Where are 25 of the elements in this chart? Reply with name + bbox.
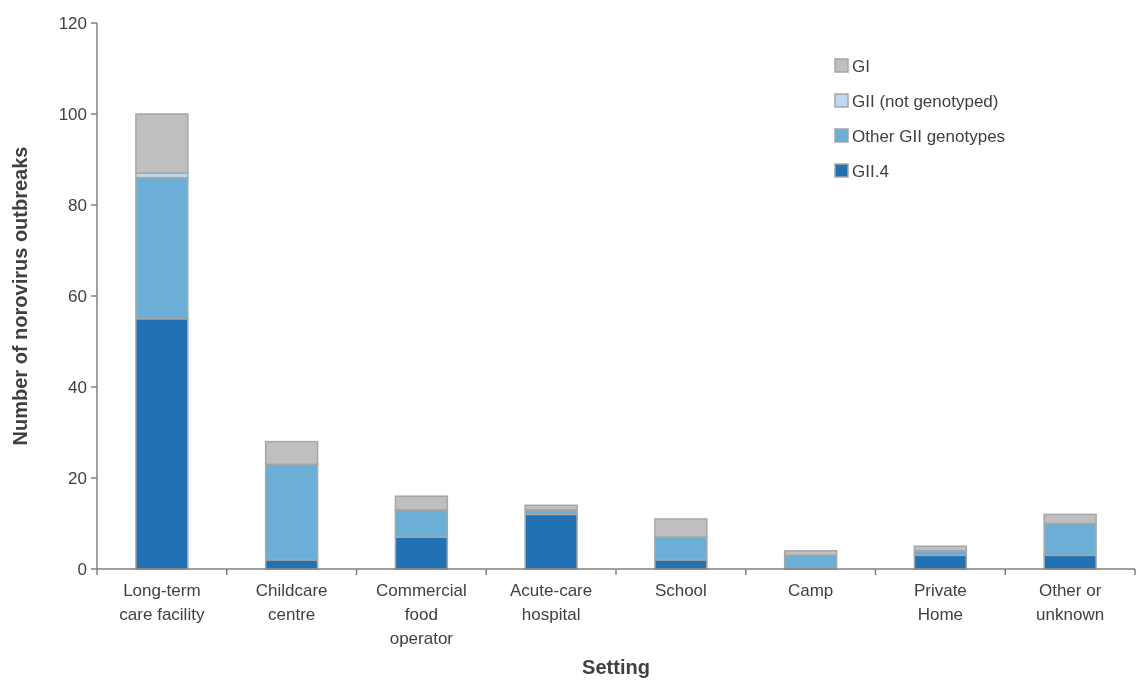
legend-label: GI [852, 56, 870, 76]
y-tick-label: 60 [68, 286, 87, 306]
x-tick-label: Commercial food operator [376, 581, 467, 648]
bar [524, 504, 578, 511]
x-tick-label: Other or unknown [1036, 581, 1105, 624]
bar [524, 513, 578, 570]
legend-label: Other GII genotypes [852, 126, 1006, 146]
x-tick-label: School [654, 581, 707, 600]
legend-label: GII.4 [852, 161, 889, 181]
x-tick-label: Private Home [913, 581, 967, 624]
y-tick-label: 100 [58, 104, 87, 124]
y-axis-title: Number of norovirus outbreaks [9, 146, 31, 446]
y-tick-label: 40 [68, 377, 87, 397]
y-tick-label: 20 [68, 468, 87, 488]
y-tick-label: 120 [58, 13, 87, 33]
x-tick-label: Acute-care hospital [510, 581, 593, 624]
x-tick-label: Childcare centre [255, 581, 328, 624]
bar [913, 545, 968, 552]
legend-label: GII (not genotyped) [852, 91, 999, 111]
x-tick-label: Long-term care facility [119, 581, 205, 624]
y-tick-label: 80 [68, 195, 87, 215]
x-axis-title: Setting [582, 656, 650, 678]
bar [135, 113, 189, 174]
y-tick-label: 0 [77, 559, 87, 579]
x-tick-label: Camp [787, 581, 834, 600]
